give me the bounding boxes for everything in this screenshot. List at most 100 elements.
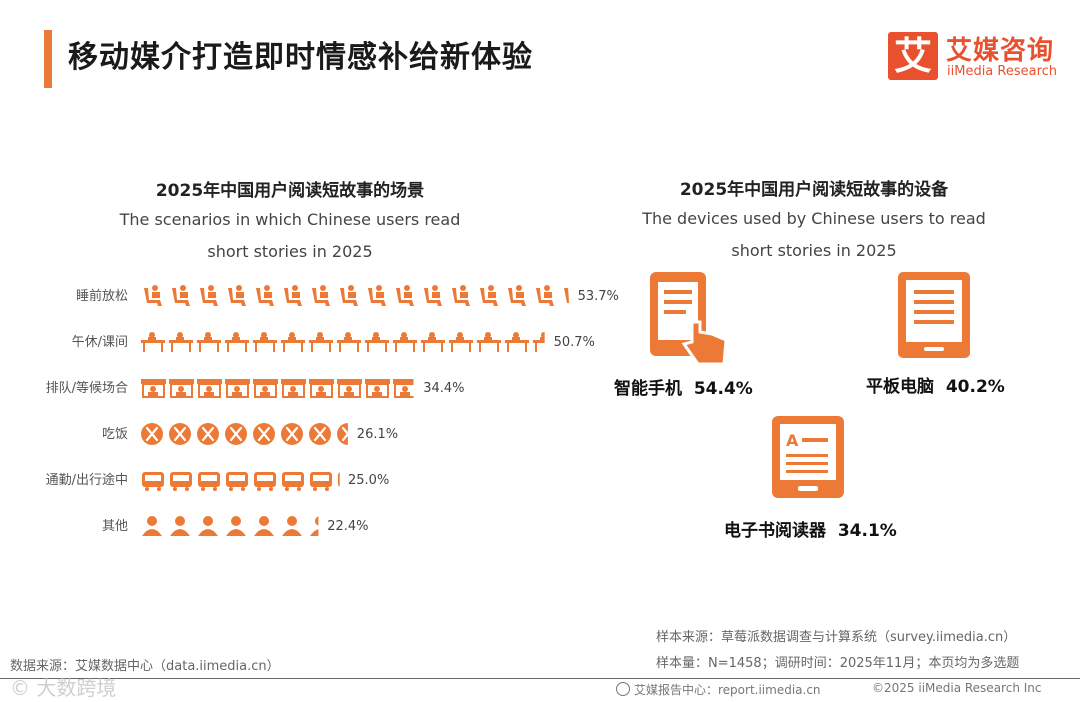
right-chart-subtitle-1: The devices used by Chinese users to rea… — [642, 209, 986, 228]
right-chart-subtitle-2: short stories in 2025 — [731, 241, 897, 260]
report-center-link[interactable]: 艾媒报告中心：report.iimedia.cn — [616, 681, 821, 698]
category-label: 吃饭 — [102, 426, 128, 442]
category-label: 午休/课间 — [72, 335, 128, 350]
device-label-tablet: 平板电脑 40.2% — [866, 372, 1005, 397]
shop-icon — [197, 379, 222, 398]
iimedia-logo: 艾 艾媒咨询 iiMedia Research — [888, 30, 1068, 84]
reading-chair-icon — [508, 285, 526, 306]
device-name-smartphone: 智能手机 — [614, 379, 682, 399]
shop-icon — [365, 379, 390, 398]
logo-cn-text: 艾媒咨询 — [946, 36, 1055, 66]
value-label: 34.4% — [423, 381, 464, 396]
smartphone-icon — [650, 272, 728, 366]
desk-icon — [337, 332, 361, 352]
category-label: 其他 — [102, 519, 128, 534]
shop-icon — [253, 379, 278, 398]
reading-chair-icon — [424, 285, 442, 306]
page-title: 移动媒介打造即时情感补给新体验 — [68, 40, 533, 75]
device-name-tablet: 平板电脑 — [866, 377, 934, 397]
desk-icon — [505, 332, 529, 352]
reading-chair-icon — [144, 285, 162, 306]
person-icon — [254, 516, 274, 536]
desk-icon — [365, 332, 389, 352]
utensils-icon — [197, 423, 219, 445]
desk-icon — [141, 332, 165, 352]
person-icon — [142, 516, 162, 536]
utensils-icon — [253, 423, 275, 445]
pictogram-bar — [142, 516, 319, 536]
device-label-smartphone: 智能手机 54.4% — [614, 374, 753, 399]
category-label: 排队/等候场合 — [46, 380, 128, 396]
person-icon — [170, 516, 190, 536]
reading-chair-icon — [396, 285, 414, 306]
pictogram-bar — [141, 379, 414, 398]
utensils-icon — [281, 423, 303, 445]
copyright: ©2025 iiMedia Research Inc — [872, 681, 1042, 695]
value-label: 22.4% — [327, 519, 368, 534]
desk-icon — [309, 332, 333, 352]
scenario-pictogram-chart: 睡前放松 53.7% 午休/课间 50.7% 排队/等候场合 34.4% 吃饭 26.1% 通勤… — [46, 285, 619, 536]
report-center-text: 艾媒报告中心：report.iimedia.cn — [634, 683, 821, 697]
person-icon — [226, 516, 246, 536]
value-label: 50.7% — [554, 335, 595, 350]
footer-divider — [0, 678, 1080, 679]
desk-icon — [477, 332, 501, 352]
bus-icon — [226, 472, 248, 491]
bus-icon — [170, 472, 192, 491]
title-accent-bar — [44, 30, 52, 88]
pictogram-bar — [144, 285, 569, 306]
reading-chair-icon — [452, 285, 470, 306]
value-label: 26.1% — [357, 427, 398, 442]
desk-icon — [421, 332, 445, 352]
device-value-smartphone: 54.4% — [693, 379, 753, 399]
logo-en-text: iiMedia Research — [947, 64, 1058, 79]
reading-chair-icon — [340, 285, 358, 306]
reading-chair-icon — [312, 285, 330, 306]
desk-icon — [253, 332, 277, 352]
category-label: 通勤/出行途中 — [46, 472, 128, 488]
value-label: 53.7% — [578, 289, 619, 304]
watermark: © 大数跨境 — [10, 676, 117, 700]
desk-icon — [169, 332, 193, 352]
utensils-icon — [225, 423, 247, 445]
reading-chair-icon — [536, 285, 554, 306]
category-label: 睡前放松 — [76, 288, 128, 304]
left-chart-title: 2025年中国用户阅读短故事的场景 — [155, 181, 425, 201]
desk-icon — [197, 332, 221, 352]
utensils-icon — [309, 423, 331, 445]
person-icon — [310, 516, 319, 536]
reading-chair-icon — [564, 288, 569, 303]
tablet-icon — [898, 272, 970, 358]
shop-icon — [225, 379, 250, 398]
device-value-ereader: 34.1% — [837, 521, 897, 541]
shop-icon — [281, 379, 306, 398]
desk-icon — [533, 332, 545, 352]
utensils-icon — [169, 423, 191, 445]
utensils-icon — [337, 423, 348, 445]
shop-icon — [393, 379, 414, 398]
reading-chair-icon — [284, 285, 302, 306]
device-name-ereader: 电子书阅读器 — [724, 521, 826, 541]
desk-icon — [281, 332, 305, 352]
reading-chair-icon — [228, 285, 246, 306]
sample-info-note: 样本量：N=1458；调研时间：2025年11月；本页均为多选题 — [656, 656, 1020, 671]
shop-icon — [337, 379, 362, 398]
logo-mark: 艾 — [888, 32, 938, 80]
bus-icon — [198, 472, 220, 491]
data-source-note: 数据来源：艾媒数据中心（data.iimedia.cn） — [10, 659, 280, 674]
pictogram-bar — [141, 332, 545, 352]
value-label: 25.0% — [348, 473, 389, 488]
desk-icon — [449, 332, 473, 352]
reading-chair-icon — [256, 285, 274, 306]
device-value-tablet: 40.2% — [945, 377, 1005, 397]
sample-source-note: 样本来源：草莓派数据调查与计算系统（survey.iimedia.cn） — [656, 630, 1017, 645]
globe-icon — [616, 682, 630, 696]
left-chart-subtitle-1: The scenarios in which Chinese users rea… — [119, 210, 461, 229]
pictogram-bar — [141, 423, 348, 445]
bus-icon — [338, 472, 340, 487]
desk-icon — [393, 332, 417, 352]
device-label-ereader: 电子书阅读器 34.1% — [724, 516, 897, 541]
reading-chair-icon — [200, 285, 218, 306]
shop-icon — [309, 379, 334, 398]
shop-icon — [141, 379, 166, 398]
